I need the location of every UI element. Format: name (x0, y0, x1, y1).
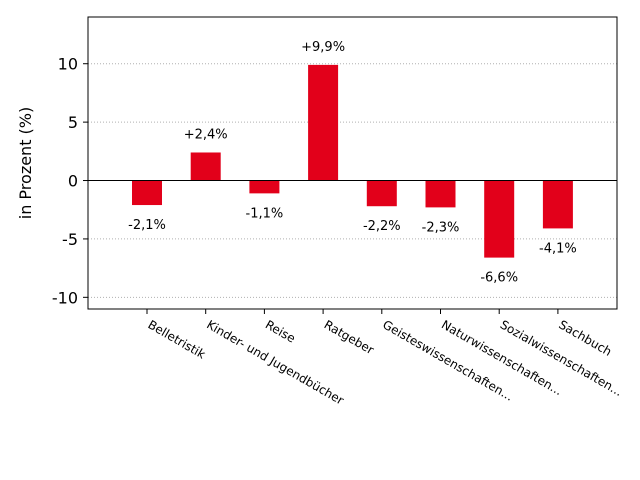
data-labels: -2,1% +2,4% -1,1% +9,9% -2,2% -2,3% -6,6% -4,1% (128, 40, 577, 286)
bar (542, 180, 573, 229)
gridlines (88, 63, 617, 298)
data-label: -2,2% (363, 219, 401, 234)
data-label: -6,6% (480, 271, 518, 286)
data-label: -4,1% (539, 241, 577, 256)
x-tick-label: Ratgeber (322, 317, 377, 357)
data-label: -1,1% (246, 206, 284, 221)
x-tick-label: Reise (263, 317, 298, 345)
bar (484, 180, 515, 258)
bar (190, 152, 221, 181)
bars (132, 64, 573, 258)
y-axis-title: in Prozent (%) (16, 107, 35, 219)
y-tick-label: 5 (68, 113, 78, 132)
data-label: -2,1% (128, 218, 166, 233)
x-tick-label: Belletristik (146, 317, 208, 361)
y-axis-ticks: -10 -5 0 5 10 (52, 55, 88, 307)
bar (425, 180, 456, 208)
plot-frame (87, 16, 618, 310)
y-tick-label: -10 (52, 288, 78, 307)
data-label: +9,9% (301, 40, 345, 55)
bar (366, 180, 397, 207)
bar (249, 180, 280, 194)
bar (308, 64, 339, 181)
y-tick-label: 0 (68, 172, 78, 191)
bar (132, 180, 162, 206)
data-label: +2,4% (184, 127, 228, 142)
data-label: -2,3% (422, 220, 460, 235)
y-tick-label: -5 (62, 230, 78, 249)
y-tick-label: 10 (58, 55, 78, 74)
